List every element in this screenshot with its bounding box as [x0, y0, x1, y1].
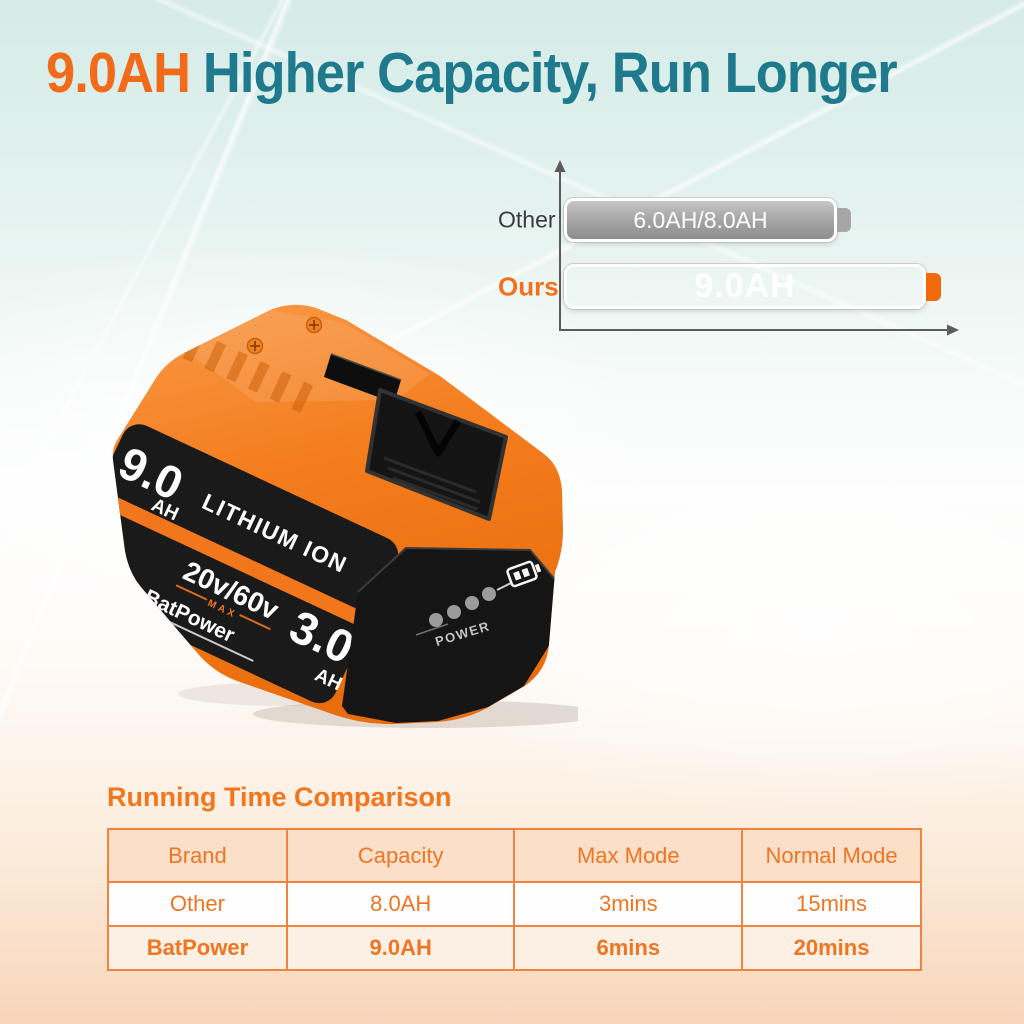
page-title-rest: Higher Capacity, Run Longer — [202, 41, 898, 105]
cell-batpower-normal: 20mins — [741, 925, 922, 971]
capacity-comparison-chart: Other 6.0AH/8.0AH Ours 9.0AH — [498, 158, 970, 342]
battery-nub-orange — [926, 272, 941, 301]
comparison-heading: Running Time Comparison — [107, 782, 452, 812]
bar-label-other: Other — [498, 206, 556, 233]
x-axis-arrow — [947, 324, 959, 336]
cell-batpower-brand: BatPower — [107, 925, 288, 971]
charge-battery-icon — [506, 560, 542, 588]
bar-ours: 9.0AH — [564, 264, 941, 309]
battery-label-stripe — [112, 484, 383, 635]
cell-batpower-max: 6mins — [513, 925, 744, 971]
table-row-batpower: BatPower 9.0AH 6mins 20mins — [107, 925, 922, 971]
indicator-dot-3 — [465, 596, 479, 610]
battery-nub-gray — [837, 208, 851, 232]
cell-other-brand: Other — [107, 881, 288, 927]
battery-front-face — [342, 548, 562, 723]
max-line-left — [175, 584, 208, 601]
indicator-dot-4 — [482, 587, 496, 601]
table-row-other: Other 8.0AH 3mins 15mins — [107, 881, 922, 927]
battery-screw-1 — [246, 337, 264, 355]
bar-other: 6.0AH/8.0AH — [564, 198, 851, 242]
battery-product-image: 9.0 AH LITHIUM ION 20v/60v MAX BatPower … — [98, 290, 603, 730]
battery-illustration: 9.0 AH LITHIUM ION 20v/60v MAX BatPower … — [112, 304, 603, 728]
cell-other-normal: 15mins — [741, 881, 922, 927]
col-header-brand: Brand — [107, 828, 288, 883]
col-header-max-mode: Max Mode — [513, 828, 744, 883]
cell-other-max: 3mins — [513, 881, 744, 927]
col-header-capacity: Capacity — [285, 828, 516, 883]
battery-socket — [365, 388, 508, 521]
cell-batpower-capacity: 9.0AH — [285, 925, 516, 971]
page-title: 9.0AH Higher Capacity, Run Longer — [46, 40, 898, 106]
battery-clip-edge — [330, 353, 402, 381]
table-header-row: Brand Capacity Max Mode Normal Mode — [107, 828, 922, 883]
socket-slat-3 — [392, 476, 478, 511]
bar-value-ours: 9.0AH — [694, 267, 796, 305]
bar-label-ours: Ours — [498, 271, 559, 301]
max-line-right — [239, 613, 271, 631]
bar-value-other: 6.0AH/8.0AH — [633, 206, 768, 233]
socket-notch — [414, 410, 461, 457]
chart-row-other: Other 6.0AH/8.0AH — [498, 198, 970, 242]
front-face-edge — [357, 546, 563, 593]
indicator-dot-2 — [447, 605, 461, 619]
comparison-table: Brand Capacity Max Mode Normal Mode Othe… — [107, 828, 922, 971]
chart-row-ours: Ours 9.0AH — [498, 264, 970, 309]
chart-axes — [554, 160, 959, 336]
battery-screw-2 — [305, 316, 323, 334]
cell-other-capacity: 8.0AH — [285, 881, 516, 927]
col-header-normal-mode: Normal Mode — [741, 828, 922, 883]
socket-slat-1 — [383, 456, 477, 494]
socket-slat-2 — [387, 466, 481, 504]
y-axis-arrow — [554, 160, 566, 172]
indicator-dot-1 — [429, 613, 443, 627]
page-title-highlight: 9.0AH — [46, 41, 191, 105]
